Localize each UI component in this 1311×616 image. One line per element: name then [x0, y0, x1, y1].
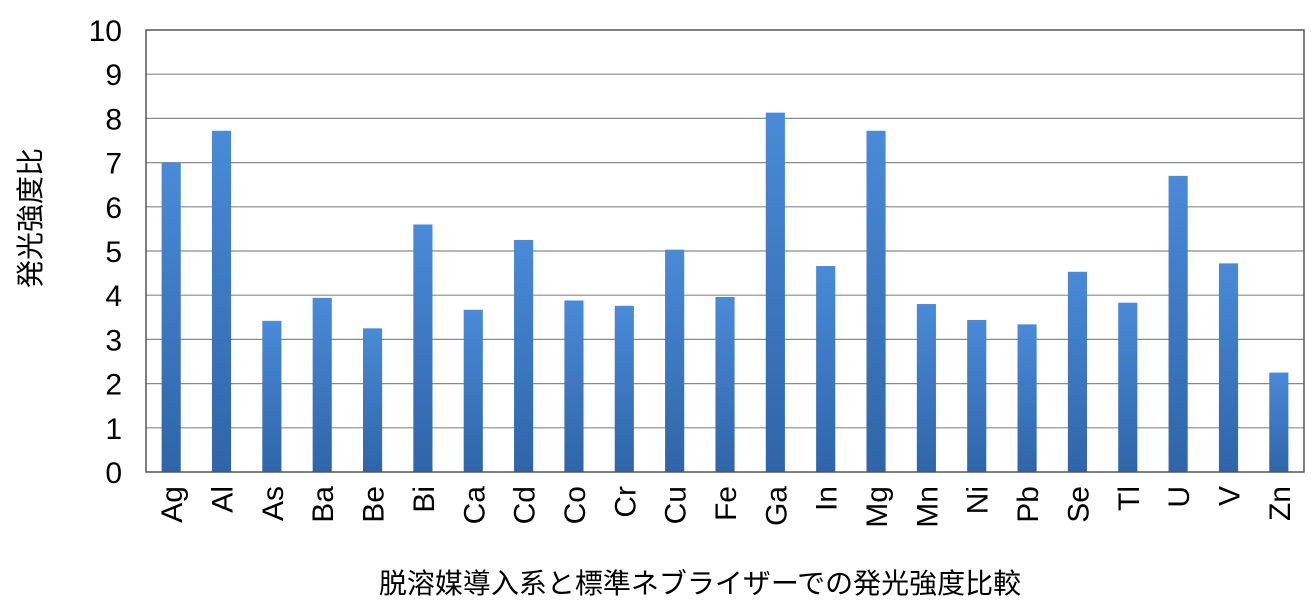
x-tick-label: Zn	[1264, 486, 1297, 521]
x-tick-label: Tl	[1113, 486, 1146, 511]
bar-ag	[161, 162, 181, 472]
x-tick-label: Ni	[962, 486, 995, 514]
bar-ni	[967, 319, 987, 472]
x-tick-label: Ca	[458, 486, 491, 525]
y-tick-label: 3	[105, 324, 122, 357]
x-tick-label: Ag	[156, 486, 189, 523]
bar-cd	[514, 239, 534, 472]
bar-pb	[1017, 324, 1037, 472]
x-tick-label: Co	[559, 486, 592, 524]
bar-al	[211, 130, 232, 472]
plot-frame	[145, 29, 1305, 473]
bar-ca	[463, 309, 483, 472]
y-tick-label: 9	[105, 59, 122, 92]
x-tick-label: Cd	[509, 486, 542, 524]
bar-as	[262, 320, 282, 472]
bar-bi	[413, 224, 433, 472]
bar-in	[816, 266, 836, 472]
y-tick-label: 10	[89, 15, 122, 48]
bar-mn	[916, 304, 936, 472]
y-tick-labels: 0 1 2 3 4 5 6 7 8 9 10	[89, 15, 122, 490]
gridlines	[146, 73, 1304, 429]
bar-fe	[715, 296, 735, 472]
bar-cu	[665, 249, 685, 472]
x-tick-label: Mn	[911, 486, 944, 528]
y-tick-label: 6	[105, 192, 122, 225]
x-tick-label: Be	[358, 486, 391, 523]
x-tick-label: In	[811, 486, 844, 511]
x-tick-label: Bi	[408, 486, 441, 513]
y-tick-label: 5	[105, 236, 122, 269]
bar-mg	[866, 130, 886, 472]
x-tick-labels: Ag Al As Ba Be Bi Ca Cd Co Cr Cu Fe Ga In Mg Mn Ni Pb Se Tl…	[156, 486, 1297, 528]
x-tick-label: Mg	[861, 486, 894, 528]
bar-u	[1168, 175, 1188, 473]
bar-co	[564, 300, 584, 472]
bar-ba	[312, 297, 332, 472]
bar-be	[362, 328, 383, 472]
x-tick-label: Al	[207, 486, 240, 513]
y-tick-label: 8	[105, 103, 122, 136]
x-tick-label: Cu	[660, 486, 693, 524]
x-tick-label: Fe	[710, 486, 743, 521]
y-axis-title: 発光強度比	[14, 148, 47, 288]
bar-v	[1218, 263, 1239, 472]
bar-ga	[765, 112, 785, 473]
y-tick-label: 7	[105, 148, 122, 181]
bar-tl	[1118, 302, 1138, 472]
x-tick-label: Se	[1062, 486, 1095, 523]
bar-se	[1067, 271, 1088, 472]
x-tick-label: V	[1213, 486, 1246, 506]
y-tick-label: 1	[105, 413, 122, 446]
x-tick-label: Ga	[760, 486, 793, 526]
x-tick-label: As	[257, 486, 290, 521]
bar-zn	[1269, 372, 1289, 472]
x-tick-label: Pb	[1012, 486, 1045, 523]
x-axis-title: 脱溶媒導入系と標準ネブライザーでの発光強度比較	[379, 567, 1021, 600]
bar-cr	[614, 305, 634, 472]
x-tick-label: Cr	[609, 486, 642, 518]
y-tick-label: 2	[105, 369, 122, 402]
x-tick-label: Ba	[307, 486, 340, 523]
y-tick-label: 4	[105, 280, 122, 313]
y-tick-label: 0	[105, 457, 122, 490]
x-tick-label: U	[1163, 486, 1196, 508]
bars	[161, 112, 1289, 473]
